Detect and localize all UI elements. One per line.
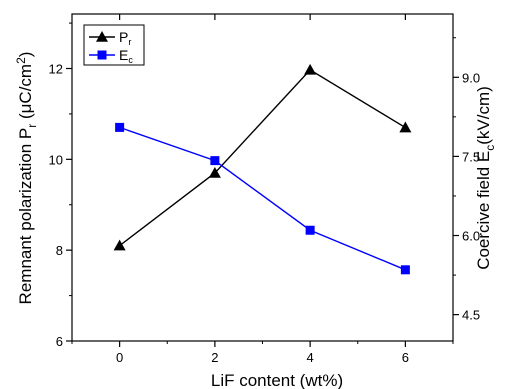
x-tick-label: 2 (211, 350, 218, 365)
y-left-tick-label: 12 (49, 62, 63, 77)
data-point-ec (305, 225, 315, 235)
x-axis-title: LiF content (wt%) (211, 371, 343, 389)
y-axis-title-left: Remnant polarization Pr (μC/cm2) (14, 52, 39, 305)
x-tick-label: 0 (116, 350, 123, 365)
data-point-pr (113, 239, 126, 251)
data-point-pr (304, 63, 317, 75)
y-left-tick-label: 6 (56, 334, 63, 349)
y-left-tick-label: 10 (49, 152, 63, 167)
y-right-tick-label: 9.0 (462, 70, 480, 85)
data-point-pr (399, 121, 412, 133)
data-point-pr (208, 166, 221, 178)
series-line-ec (119, 126, 406, 271)
legend-label: Pr (119, 29, 131, 47)
series-layer (113, 63, 412, 275)
axes: 0 2 4 6 6 8 10 12 4.5 6.0 7.5 9.0 (49, 13, 480, 365)
legend-label: Ec (119, 47, 133, 65)
data-point-ec (210, 156, 220, 166)
legend-marker (96, 31, 108, 42)
data-point-ec (115, 122, 125, 132)
data-point-ec (400, 265, 410, 275)
legend-box (83, 24, 145, 66)
y-right-tick-label: 7.5 (462, 149, 480, 164)
series-line-pr (119, 68, 406, 247)
y-right-tick-label: 4.5 (462, 308, 480, 323)
y-axis-title-right: Coercive field Ec(kV/cm) (474, 86, 497, 270)
y-right-tick-label: 6.0 (462, 229, 480, 244)
x-tick-label: 6 (402, 350, 409, 365)
y-left-tick-label: 8 (56, 243, 63, 258)
x-tick-label: 4 (307, 350, 314, 365)
legend-marker (97, 50, 107, 60)
